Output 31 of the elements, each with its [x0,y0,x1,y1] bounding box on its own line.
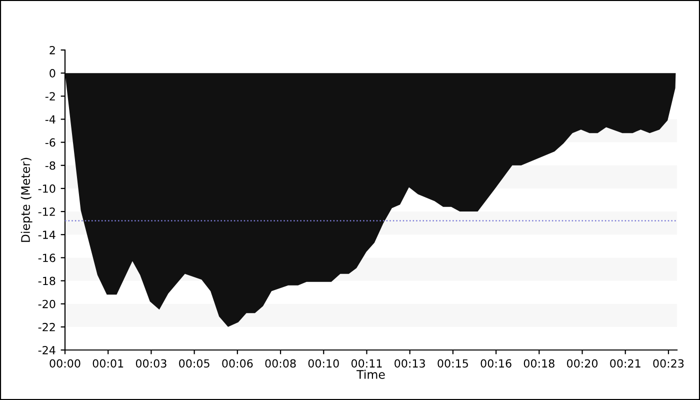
x-tick-label: 00:00 [50,359,80,368]
y-tick-label: 2 [50,46,55,54]
x-tick-label: 00:23 [653,359,684,368]
y-tick-label: -18 [38,276,56,286]
y-tick-label: -20 [38,300,56,308]
x-axis-title: Time [356,370,385,379]
x-tick-label: 00:03 [136,359,166,368]
y-tick-label: -22 [38,322,55,332]
x-tick-label: 00:08 [265,359,296,368]
x-tick-label: 00:15 [438,359,468,368]
y-tick-label: -14 [38,230,56,239]
y-axis-title: Diepte (Meter) [20,158,32,242]
y-tick-label: -12 [38,208,55,216]
x-tick-label: 00:05 [179,359,210,368]
y-tick-label: -4 [45,115,56,124]
x-tick-label: 00:16 [480,359,512,368]
y-tick-label: -2 [45,92,55,100]
y-tick-label: -10 [38,184,56,193]
y-tick-label: -24 [38,346,56,354]
y-tick-label: -8 [45,161,56,170]
x-tick-label: 00:11 [351,359,382,368]
x-tick-label: 00:10 [308,359,339,368]
x-tick-label: 00:01 [92,359,124,368]
y-tick-label: -16 [38,254,56,262]
x-tick-label: 00:06 [222,359,253,368]
x-tick-label: 00:18 [524,359,554,368]
x-tick-label: 00:21 [610,359,640,368]
y-tick-label: 0 [50,69,56,78]
y-tick-label: -6 [45,138,56,147]
x-tick-label: 00:13 [394,359,425,368]
x-tick-label: 00:20 [566,359,598,368]
